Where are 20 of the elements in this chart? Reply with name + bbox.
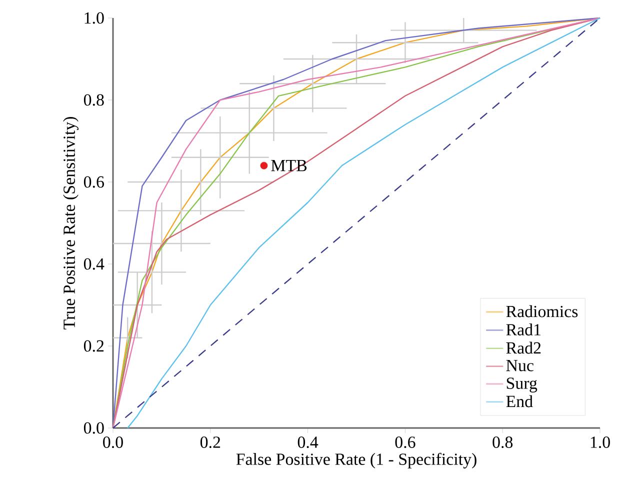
legend-label: Radiomics: [506, 305, 578, 318]
y-axis-title: True Positive Rate (Sensitivity): [63, 117, 78, 330]
x-tick-label: 0.2: [200, 436, 220, 448]
legend-label: Nuc: [506, 360, 534, 372]
y-tick-label: 0.0: [84, 422, 104, 434]
x-tick-label: 0.6: [395, 436, 416, 448]
y-tick-label: 0.4: [84, 258, 104, 270]
legend-label: Rad1: [506, 324, 540, 336]
legend-label: Surg: [506, 378, 538, 392]
legend-label: Rad2: [506, 342, 541, 354]
y-tick-label: 1.0: [84, 12, 104, 24]
x-tick-label: 1.0: [590, 436, 610, 448]
x-tick-label: 0.4: [298, 436, 318, 448]
y-tick-label: 0.8: [84, 94, 104, 106]
y-tick-label: 0.6: [84, 176, 104, 188]
y-tick-label: 0.2: [84, 340, 104, 352]
x-axis-title: False Positive Rate (1 - Specificity): [236, 452, 476, 468]
x-tick-label: 0.8: [492, 436, 513, 448]
legend-label: End: [506, 395, 533, 408]
x-tick-label: 0.0: [103, 436, 123, 448]
